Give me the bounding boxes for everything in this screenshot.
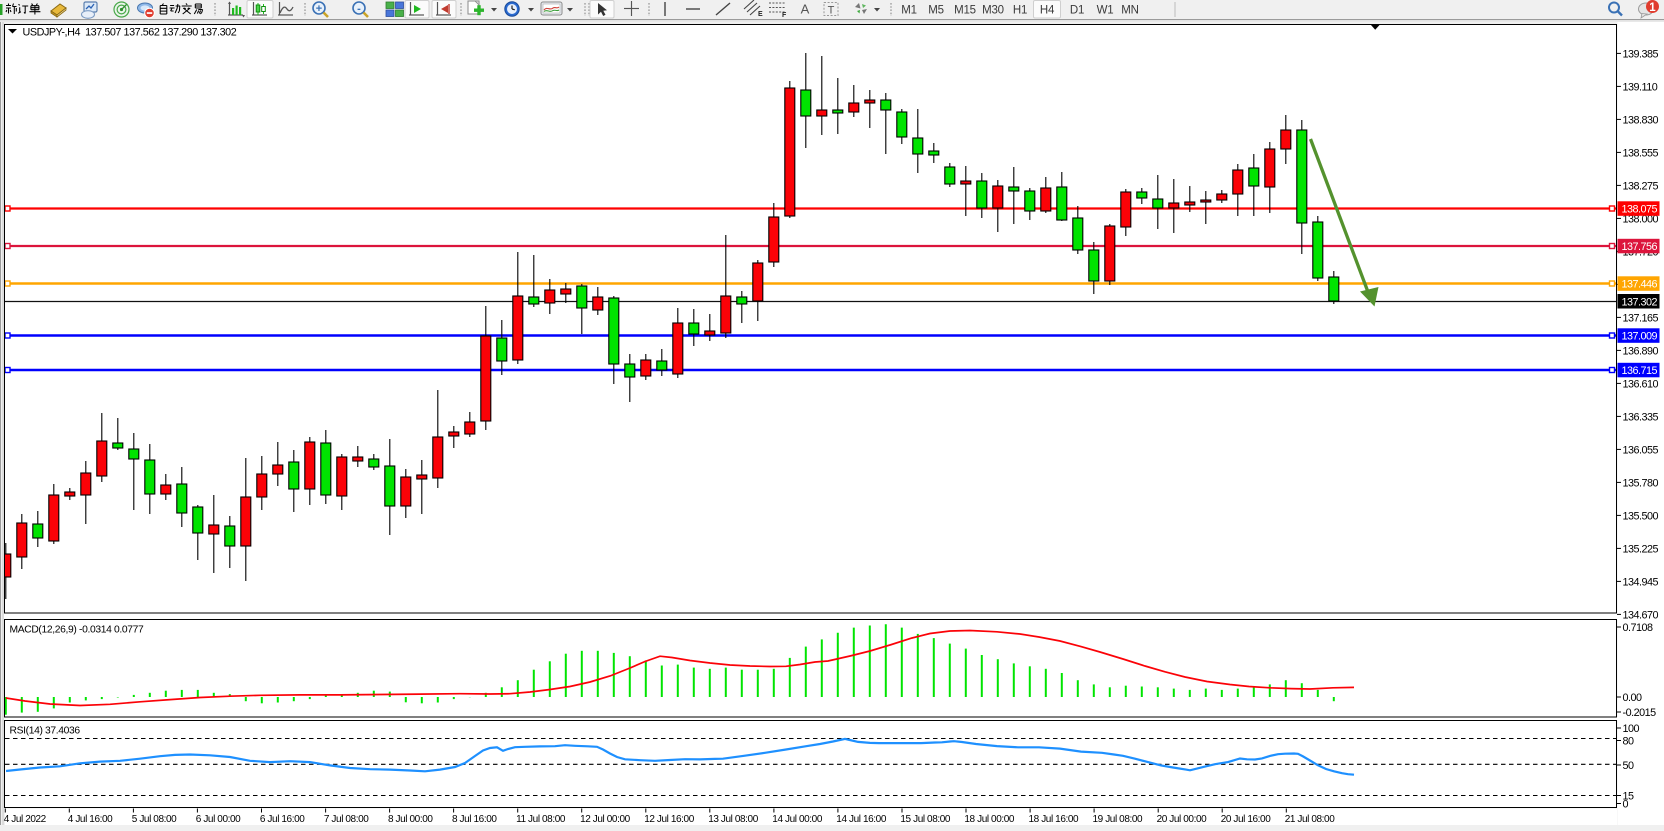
svg-text:8 Jul 00:00: 8 Jul 00:00	[388, 814, 433, 825]
svg-text:18 Jul 16:00: 18 Jul 16:00	[1029, 814, 1080, 825]
svg-text:RSI(14) 37.4036: RSI(14) 37.4036	[10, 726, 81, 737]
svg-text:MACD(12,26,9) -0.0314 0.0777: MACD(12,26,9) -0.0314 0.0777	[10, 625, 144, 636]
svg-text:21 Jul 08:00: 21 Jul 08:00	[1285, 814, 1336, 825]
svg-text:18 Jul 00:00: 18 Jul 00:00	[964, 814, 1015, 825]
svg-text:139.110: 139.110	[1623, 81, 1658, 93]
svg-text:13 Jul 08:00: 13 Jul 08:00	[708, 814, 759, 825]
svg-text:14 Jul 16:00: 14 Jul 16:00	[836, 814, 887, 825]
svg-text:138.275: 138.275	[1623, 180, 1659, 192]
svg-text:137.302: 137.302	[1622, 296, 1658, 308]
svg-text:M30: M30	[982, 4, 1004, 16]
svg-text:135.225: 135.225	[1623, 543, 1659, 555]
svg-text:80: 80	[1623, 735, 1635, 747]
svg-text:-0.2015: -0.2015	[1623, 707, 1657, 719]
svg-text:138.555: 138.555	[1623, 147, 1659, 159]
svg-text:M5: M5	[928, 4, 944, 16]
svg-text:138.000: 138.000	[1623, 213, 1659, 225]
svg-text:137.009: 137.009	[1622, 331, 1658, 343]
svg-text:137.165: 137.165	[1623, 312, 1659, 324]
svg-text:15 Jul 08:00: 15 Jul 08:00	[900, 814, 951, 825]
svg-text:136.610: 136.610	[1623, 378, 1659, 390]
svg-text:+: +	[316, 3, 322, 15]
svg-text:11 Jul 08:00: 11 Jul 08:00	[516, 814, 566, 825]
svg-text:12 Jul 00:00: 12 Jul 00:00	[580, 814, 631, 825]
svg-text:136.890: 136.890	[1623, 345, 1659, 357]
svg-text:134.945: 134.945	[1623, 576, 1659, 588]
svg-text:6 Jul 00:00: 6 Jul 00:00	[196, 814, 241, 825]
svg-text:19 Jul 08:00: 19 Jul 08:00	[1093, 814, 1144, 825]
svg-text:7 Jul 08:00: 7 Jul 08:00	[324, 814, 369, 825]
svg-text:1: 1	[1649, 2, 1656, 14]
svg-text:135.780: 135.780	[1623, 477, 1659, 489]
svg-text:USDJPY-,H4 137.507 137.562 13: USDJPY-,H4 137.507 137.562 137.290 137.3…	[23, 27, 237, 39]
svg-text:139.385: 139.385	[1623, 48, 1659, 60]
svg-text:0: 0	[1623, 798, 1629, 810]
svg-text:M1: M1	[901, 4, 917, 16]
svg-text:14 Jul 00:00: 14 Jul 00:00	[772, 814, 823, 825]
svg-text:H1: H1	[1013, 4, 1027, 16]
svg-text:8 Jul 16:00: 8 Jul 16:00	[452, 814, 497, 825]
svg-text:E: E	[758, 11, 763, 18]
svg-text:4 Jul 16:00: 4 Jul 16:00	[68, 814, 113, 825]
svg-text:-: -	[357, 3, 361, 15]
svg-text:H4: H4	[1040, 4, 1055, 16]
svg-text:12 Jul 16:00: 12 Jul 16:00	[644, 814, 695, 825]
svg-text:138.075: 138.075	[1622, 204, 1658, 216]
svg-text:M15: M15	[954, 4, 976, 16]
svg-text:50: 50	[1623, 760, 1635, 772]
svg-text:136.055: 136.055	[1623, 444, 1659, 456]
svg-text:20 Jul 16:00: 20 Jul 16:00	[1221, 814, 1272, 825]
svg-text:134.670: 134.670	[1623, 609, 1659, 621]
svg-text:138.830: 138.830	[1623, 114, 1659, 126]
svg-text:F: F	[782, 12, 787, 19]
svg-text:137.756: 137.756	[1622, 241, 1658, 253]
svg-text:0.7108: 0.7108	[1623, 622, 1654, 634]
svg-text:A: A	[801, 2, 810, 17]
svg-text:MN: MN	[1121, 4, 1139, 16]
svg-text:137.446: 137.446	[1622, 279, 1658, 291]
svg-text:5 Jul 08:00: 5 Jul 08:00	[132, 814, 177, 825]
svg-text:100: 100	[1623, 723, 1640, 735]
svg-text:D1: D1	[1070, 4, 1084, 16]
svg-text:136.335: 136.335	[1623, 411, 1659, 423]
svg-text:15: 15	[1623, 790, 1635, 802]
svg-text:135.500: 135.500	[1623, 510, 1659, 522]
svg-text:T: T	[828, 5, 835, 17]
svg-text:0.00: 0.00	[1623, 692, 1643, 704]
svg-text:W1: W1	[1097, 4, 1114, 16]
svg-text:4 Jul 2022: 4 Jul 2022	[4, 814, 47, 825]
svg-text:20 Jul 00:00: 20 Jul 00:00	[1157, 814, 1208, 825]
svg-text:6 Jul 16:00: 6 Jul 16:00	[260, 814, 305, 825]
svg-text:136.715: 136.715	[1622, 365, 1658, 377]
